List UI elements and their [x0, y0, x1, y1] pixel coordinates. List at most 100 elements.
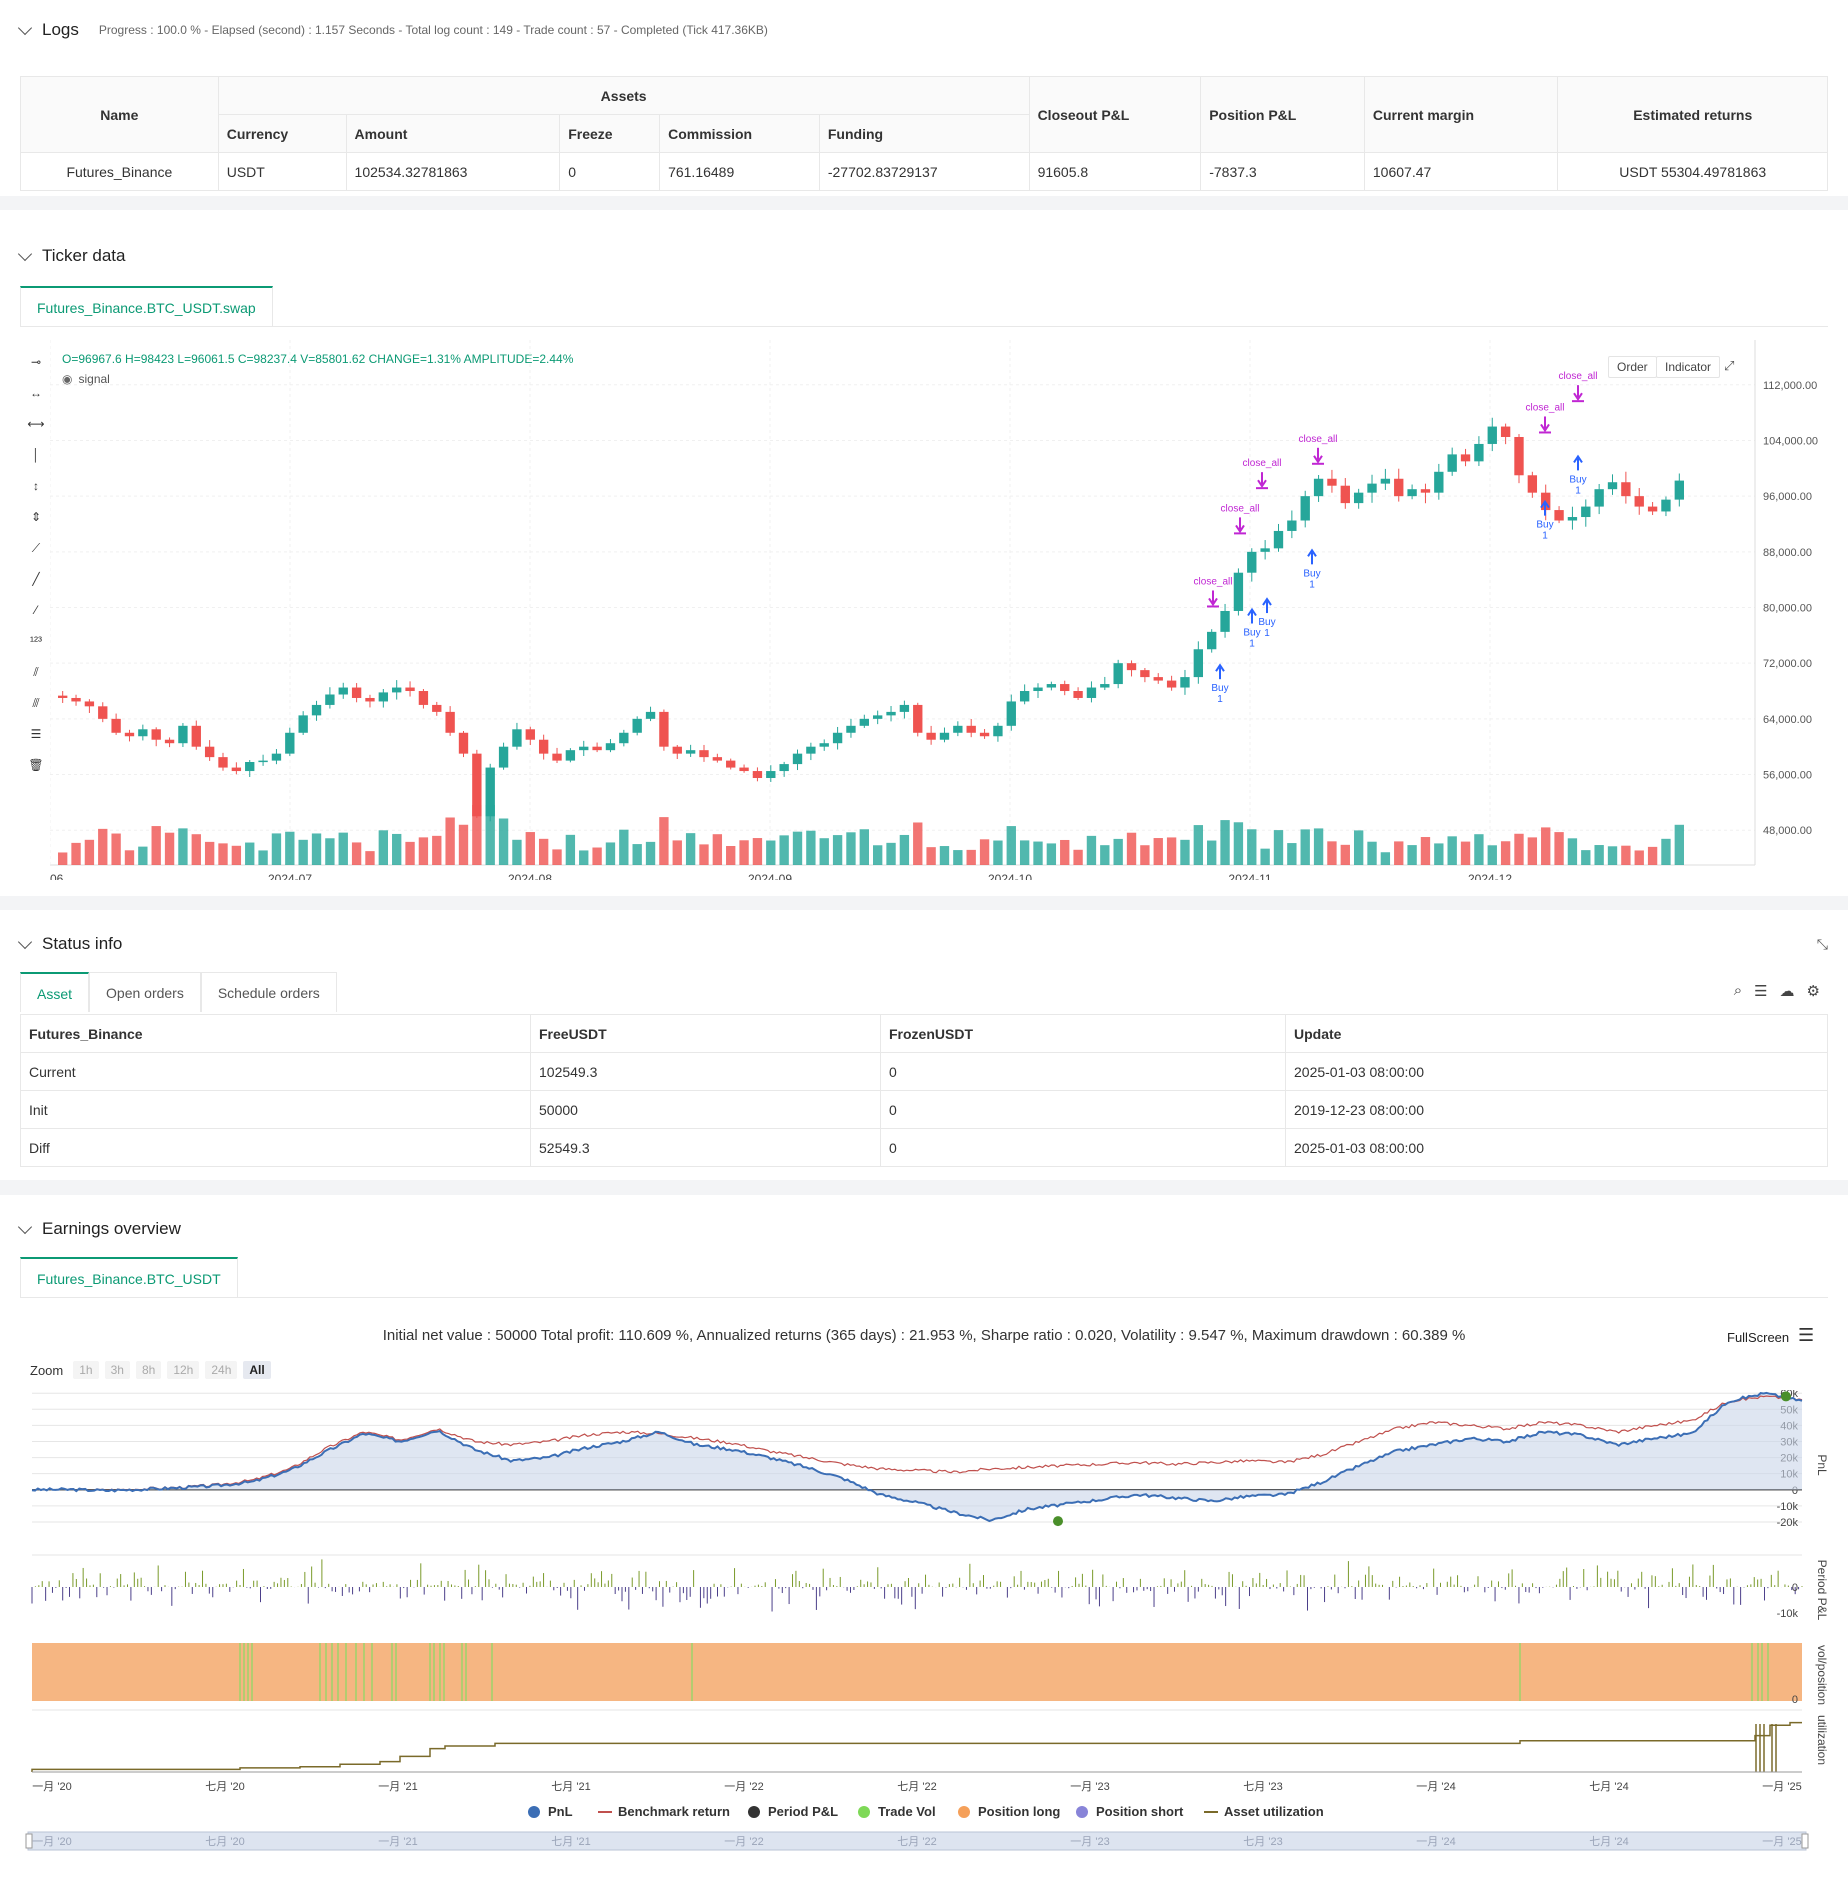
candle-body — [325, 694, 335, 705]
candle-body — [1300, 496, 1310, 521]
vertical-line-icon[interactable]: │ — [32, 448, 40, 462]
logs-summary: Progress : 100.0 % - Elapsed (second) : … — [98, 23, 768, 37]
x-tick-label: 一月 '25 — [1762, 1781, 1801, 1793]
cell-freeze: 0 — [559, 152, 661, 191]
tab-asset[interactable]: Asset — [20, 972, 90, 1012]
ray-line-icon[interactable]: ╱ — [32, 572, 40, 586]
volume-bar — [1019, 840, 1030, 865]
chevron-down-icon[interactable] — [17, 1219, 33, 1234]
volume-bar — [1634, 850, 1644, 865]
row-label-init: Init — [20, 1090, 531, 1129]
volume-bar — [124, 850, 135, 865]
collapse-icon[interactable]: ⤡ — [1816, 936, 1828, 952]
zoom-3h[interactable]: 3h — [104, 1361, 130, 1379]
volume-bar — [325, 838, 335, 865]
zoom-all[interactable]: All — [243, 1361, 271, 1379]
volume-bar — [151, 826, 161, 865]
zoom-8h[interactable]: 8h — [135, 1361, 162, 1379]
fullscreen-button[interactable]: FullScreen — [1727, 1330, 1790, 1345]
candle-body — [258, 760, 268, 763]
candlestick-chart[interactable]: 112,000.00 104,000.00 96,000.00 88,000.00 80… — [50, 340, 1830, 880]
volume-bar — [712, 834, 723, 865]
signal-legend[interactable]: ◉ signal — [62, 372, 110, 386]
list-icon[interactable]: ☰ — [1754, 983, 1768, 1000]
ohlc-readout: O=96967.6 H=98423 L=96061.5 C=98237.4 V=… — [62, 352, 574, 366]
horizontal-ray-icon[interactable]: ↔ — [30, 386, 42, 400]
trash-icon[interactable]: 🗑 — [28, 758, 44, 772]
x-tick-label: 一月 '23 — [1070, 1781, 1109, 1793]
chevron-down-icon[interactable] — [17, 20, 33, 35]
buy-qty-label: 1 — [1542, 531, 1548, 542]
candle-body — [1113, 663, 1123, 685]
candle-body — [1233, 572, 1244, 611]
zoom-24h[interactable]: 24h — [205, 1361, 238, 1379]
volume-bar — [592, 847, 602, 865]
candle-body — [151, 729, 161, 740]
period-axis-label: Period P&L — [1815, 1560, 1829, 1621]
tab-btc-usdt[interactable]: Futures_Binance.BTC_USDT — [20, 1257, 238, 1297]
navigator-tick-label: 一月 '23 — [1070, 1836, 1109, 1848]
divider — [20, 326, 1828, 327]
chevron-down-icon[interactable] — [17, 246, 33, 261]
legend-asset-utilization: Asset utilization — [1224, 1804, 1324, 1819]
navigator-tick-label: 七月 '20 — [205, 1835, 244, 1848]
price-label-icon[interactable]: ¹²³ — [30, 634, 42, 648]
chevron-down-icon[interactable] — [17, 934, 33, 949]
earnings-header[interactable]: Earnings overview — [17, 1219, 181, 1239]
horizontal-line-icon[interactable]: ⊸ — [30, 355, 42, 369]
gear-icon[interactable]: ⚙ — [1806, 983, 1820, 1000]
segment-icon[interactable]: ⁄ — [34, 603, 37, 617]
candle-body — [1353, 492, 1364, 504]
logs-title: Logs — [42, 20, 79, 39]
zoom-1h[interactable]: 1h — [73, 1361, 99, 1379]
zoom-12h[interactable]: 12h — [167, 1361, 200, 1379]
close-all-label: close_all — [1299, 434, 1338, 445]
parallel-channel-icon[interactable]: ⫽ — [33, 664, 39, 679]
fib-levels-icon[interactable]: ☰ — [30, 727, 42, 741]
close-arrow-head — [1257, 479, 1267, 488]
tab-schedule-orders[interactable]: Schedule orders — [200, 972, 337, 1012]
volume-bar — [1514, 833, 1524, 865]
y-tick-label: 64,000.00 — [1763, 714, 1812, 726]
volume-bar — [1407, 845, 1417, 865]
col-currency: Currency — [217, 114, 347, 153]
volume-bar — [1500, 841, 1511, 865]
earnings-tabs: Futures_Binance.BTC_USDT — [20, 1257, 238, 1297]
tab-open-orders[interactable]: Open orders — [89, 972, 201, 1012]
ticker-header[interactable]: Ticker data — [17, 246, 125, 266]
volume-bar — [538, 838, 549, 865]
fib-icon[interactable]: ⫻ — [32, 695, 40, 710]
cell-commission: 761.16489 — [659, 152, 820, 191]
expand-icon[interactable]: ⤢ — [1724, 358, 1735, 373]
row-label-current[interactable]: Current — [20, 1052, 531, 1091]
candle-body — [245, 762, 255, 772]
search-icon[interactable]: ⌕ — [1733, 982, 1743, 999]
col-margin: Current margin — [1363, 76, 1559, 153]
candle-body — [512, 729, 522, 747]
cell-name: Futures_Binance — [20, 152, 219, 191]
earnings-chart[interactable]: 60k50k40k30k20k10k0-10k-20kPnL0-10kPerio… — [0, 1390, 1848, 1880]
cell-update: 2019-12-23 08:00:00 — [1285, 1090, 1828, 1129]
volume-bar — [806, 830, 816, 865]
volume-bar — [1554, 832, 1564, 865]
tab-btc-swap[interactable]: Futures_Binance.BTC_USDT.swap — [20, 286, 273, 326]
volume-bar — [432, 835, 442, 865]
status-header[interactable]: Status info — [17, 934, 122, 954]
x-tick-label: 2024-10 — [988, 872, 1032, 880]
pnl-line — [31, 1391, 1803, 1523]
trend-line-icon[interactable]: ⟋ — [31, 540, 41, 555]
col-position: Position P&L — [1200, 76, 1365, 153]
indicator-button[interactable]: Indicator — [1656, 356, 1721, 378]
eye-icon[interactable]: ◉ — [62, 372, 73, 386]
vertical-ray-icon[interactable]: ⇕ — [30, 510, 42, 524]
cloud-download-icon[interactable]: ☁ — [1779, 983, 1795, 1000]
menu-icon[interactable]: ☰ — [1798, 1325, 1815, 1345]
extended-line-icon[interactable]: ⟷ — [27, 417, 45, 431]
order-button[interactable]: Order — [1608, 356, 1657, 378]
vertical-segment-icon[interactable]: ↕ — [33, 479, 39, 493]
period-y-tick: 0 — [1792, 1582, 1798, 1594]
candle-body — [84, 701, 95, 707]
candle-body — [1287, 520, 1297, 531]
volume-bar — [1434, 843, 1444, 865]
logs-header[interactable]: Logs Progress : 100.0 % - Elapsed (secon… — [17, 20, 768, 40]
